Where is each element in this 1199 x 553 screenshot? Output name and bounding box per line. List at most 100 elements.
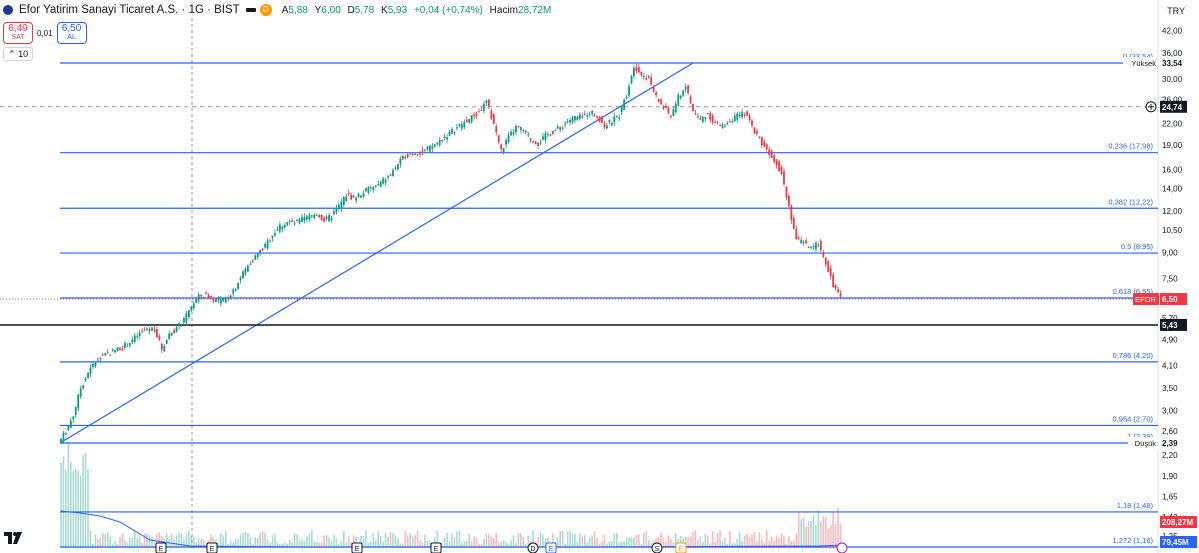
candle-body [593, 114, 596, 116]
volume-bar [372, 533, 375, 548]
candle-body [642, 75, 645, 78]
volume-bar [414, 535, 416, 548]
candle-body [416, 154, 419, 156]
volume-bar [399, 543, 402, 548]
volume-bar [706, 535, 709, 548]
volume-bar [306, 536, 308, 548]
candle-body [468, 118, 471, 123]
candle-body [647, 75, 650, 78]
volume-bar [97, 538, 99, 548]
buy-button[interactable]: 6,50 AL [56, 22, 87, 44]
volume-bar [355, 536, 357, 548]
indicator-toggle[interactable]: ⌃ 10 [3, 47, 34, 61]
candle-body [583, 113, 586, 115]
candle-body [711, 115, 714, 123]
y-tick-label: 9,00 [1162, 248, 1178, 257]
volume-bar [502, 540, 505, 548]
volume-bar [313, 541, 316, 548]
y-tick-label: 1,90 [1162, 472, 1178, 481]
candle-body [544, 133, 547, 140]
fib-level-label: 0 (33,54) [1123, 52, 1154, 61]
volume-bar [608, 541, 611, 548]
candle-body [286, 222, 289, 225]
candle-body [805, 240, 808, 244]
candle-body [446, 137, 448, 140]
candle-body [763, 141, 766, 147]
candle-body [431, 146, 434, 149]
volume-bar [200, 539, 202, 548]
candle-body [460, 124, 463, 129]
candle-body [421, 149, 424, 152]
volume-bar [126, 543, 129, 548]
volume-bar [566, 531, 569, 548]
event-marker-label: E [355, 546, 360, 553]
candle-body [374, 185, 377, 187]
candle-body [109, 354, 112, 356]
volume-bar [694, 530, 697, 548]
candle-body [333, 211, 335, 215]
volume-bar [136, 538, 139, 548]
candle-body [256, 253, 259, 257]
volume-bar [532, 530, 534, 548]
volume-bar [647, 539, 650, 548]
volume-bar [323, 535, 325, 548]
candles [60, 63, 842, 444]
volume-bar [141, 542, 143, 548]
candle-body [738, 114, 741, 117]
candle-body [517, 126, 520, 128]
volume-value: 28,72M [518, 4, 552, 16]
volume-bar [338, 543, 340, 548]
volume-bar [665, 541, 667, 548]
candle-body [392, 170, 394, 177]
volume-bar [770, 536, 773, 548]
sell-button[interactable]: 6,49 SAT [3, 22, 33, 44]
y-tick-label: 22,00 [1162, 120, 1183, 129]
candle-body [537, 142, 539, 146]
volume-axis-tag-value: 79,45M [1162, 538, 1189, 547]
volume-bar [756, 541, 758, 548]
candle-body [569, 120, 571, 123]
symbol-title[interactable]: Efor Yatirim Sanayi Ticaret A.S. · 1G · … [19, 4, 240, 16]
volume-bar [311, 530, 313, 548]
delayed-data-badge[interactable]: D [259, 4, 272, 16]
volume-bar [721, 541, 724, 548]
volume-bar [613, 533, 616, 548]
volume-bar [62, 456, 65, 548]
candle-body [748, 115, 751, 120]
volume-bar [736, 538, 739, 548]
candle-body [760, 137, 763, 145]
volume-bar [247, 533, 249, 548]
candle-body [704, 117, 707, 119]
volume-bar [478, 543, 480, 548]
candle-body [197, 294, 200, 301]
currency-label[interactable]: TRY [1167, 6, 1185, 16]
volume-bar [133, 531, 136, 548]
candle-body [453, 132, 456, 134]
volume-bar [697, 540, 699, 548]
candle-body [131, 339, 134, 343]
volume-bar [456, 531, 458, 548]
candle-body [551, 130, 554, 134]
candle-body [266, 240, 269, 248]
candle-body [812, 246, 815, 248]
volume-bar [283, 542, 286, 548]
volume-bar [443, 537, 446, 548]
y-tick-label: 3,50 [1162, 384, 1178, 393]
candle-body [716, 122, 719, 124]
volume-bar [392, 533, 394, 548]
candle-body [687, 85, 689, 93]
candle-body [714, 122, 717, 124]
event-marker [430, 542, 442, 553]
candle-body [566, 121, 569, 123]
volume-bar [345, 542, 348, 548]
candle-body [483, 103, 485, 111]
candle-body [372, 187, 375, 190]
volume-bar [795, 533, 798, 548]
candle-body [293, 223, 296, 225]
volume-bar [714, 542, 716, 548]
event-marker [527, 542, 539, 553]
volume-bar [571, 533, 574, 548]
volume-bar [640, 543, 643, 548]
volume-bar [559, 531, 562, 548]
